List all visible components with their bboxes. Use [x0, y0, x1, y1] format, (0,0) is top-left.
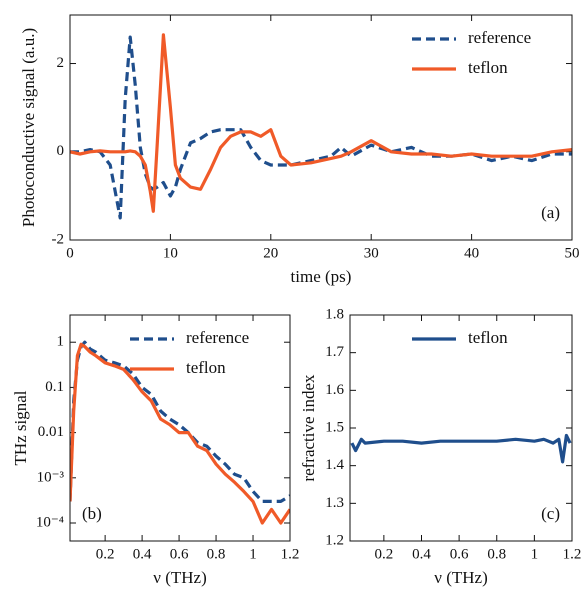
x-tick-label: 40	[464, 245, 479, 261]
annotation: (b)	[82, 504, 102, 523]
x-tick-label: 0.8	[207, 546, 226, 562]
x-tick-label: 20	[263, 245, 278, 261]
legend-text: teflon	[468, 58, 508, 77]
legend-text: reference	[186, 328, 249, 347]
y-tick-label: 10⁻⁴	[36, 514, 64, 530]
plot-frame	[69, 314, 291, 542]
x-tick-label: 0.6	[450, 546, 469, 562]
legend-text: teflon	[186, 358, 226, 377]
x-axis-label: time (ps)	[291, 267, 352, 286]
y-tick-label: 0.1	[45, 379, 64, 395]
x-tick-label: 0.2	[374, 546, 393, 562]
x-tick-label: 0.6	[170, 546, 189, 562]
legend-text: reference	[468, 28, 531, 47]
x-tick-label: 30	[364, 245, 379, 261]
x-tick-label: 1.2	[281, 546, 300, 562]
x-tick-label: 50	[565, 245, 580, 261]
series-line	[350, 433, 572, 464]
y-tick-label: 1.2	[325, 532, 344, 548]
y-tick-label: 0	[57, 143, 65, 159]
x-axis-label: ν (THz)	[153, 568, 206, 587]
x-tick-label: 0.8	[487, 546, 506, 562]
plot-frame	[69, 14, 573, 241]
annotation: (c)	[541, 504, 560, 523]
x-tick-label: 0.4	[412, 546, 431, 562]
annotation: (a)	[541, 203, 560, 222]
x-tick-label: 1	[249, 546, 257, 562]
x-tick-label: 1	[531, 546, 539, 562]
plot-frame	[349, 314, 573, 542]
y-tick-label: 1.7	[325, 344, 344, 360]
y-tick-label: 2	[57, 55, 65, 71]
y-axis-label: Photoconductive signal (a.u.)	[19, 28, 38, 227]
y-tick-label: 1.3	[325, 495, 344, 511]
y-axis-label: refractive index	[299, 374, 318, 482]
y-tick-label: 10⁻³	[37, 469, 65, 485]
series-line	[70, 340, 290, 503]
y-tick-label: 1.8	[325, 306, 344, 322]
x-tick-label: 0.4	[133, 546, 152, 562]
x-tick-label: 0.2	[96, 546, 115, 562]
y-tick-label: -2	[52, 231, 65, 247]
x-axis-label: ν (THz)	[434, 568, 487, 587]
y-tick-label: 1	[57, 334, 65, 350]
x-tick-label: 10	[163, 245, 178, 261]
x-tick-label: 0	[66, 245, 74, 261]
series-line	[70, 342, 290, 525]
y-axis-label: THz signal	[11, 390, 30, 465]
y-tick-label: 1.6	[325, 382, 344, 398]
series-line	[70, 33, 572, 213]
legend-text: teflon	[468, 328, 508, 347]
y-tick-label: 1.4	[325, 457, 344, 473]
y-tick-label: 1.5	[325, 419, 344, 435]
y-tick-label: 0.01	[38, 424, 64, 440]
x-tick-label: 1.2	[563, 546, 582, 562]
